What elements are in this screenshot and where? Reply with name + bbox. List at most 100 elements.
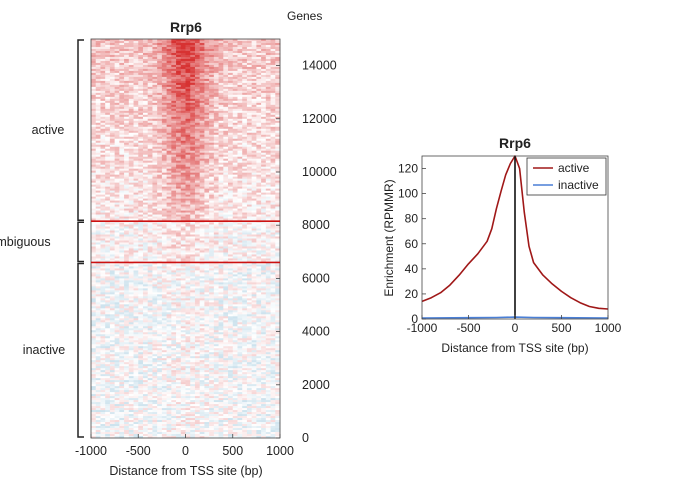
heatmap-cell bbox=[265, 216, 271, 219]
heatmap-cell bbox=[242, 258, 248, 261]
heatmap-cell bbox=[242, 278, 248, 281]
heatmap-cell bbox=[157, 272, 163, 275]
heatmap-cell bbox=[199, 120, 205, 124]
heatmap-cell bbox=[209, 62, 215, 66]
heatmap-cell bbox=[265, 244, 271, 247]
heatmap-cell bbox=[166, 278, 172, 281]
heatmap-cell bbox=[124, 56, 130, 60]
heatmap-cell bbox=[237, 164, 243, 167]
heatmap-cell bbox=[91, 88, 97, 92]
heatmap-cell bbox=[190, 122, 196, 126]
heatmap-cell bbox=[105, 246, 111, 249]
heatmap-cell bbox=[157, 200, 163, 203]
heatmap-cell bbox=[237, 218, 243, 221]
heatmap-cell bbox=[114, 132, 120, 136]
heatmap-cell bbox=[157, 134, 163, 138]
heatmap-cell bbox=[204, 154, 210, 157]
heatmap-cell bbox=[228, 44, 234, 48]
heatmap-cell bbox=[209, 144, 215, 148]
heatmap-cell bbox=[138, 92, 144, 96]
heatmap-cell bbox=[124, 88, 130, 92]
heatmap-cell bbox=[209, 224, 215, 227]
heatmap-cell bbox=[171, 42, 177, 46]
heatmap-cell bbox=[246, 168, 252, 171]
heatmap-cell bbox=[124, 176, 130, 179]
heatmap-cell bbox=[228, 60, 234, 64]
heatmap-cell bbox=[128, 130, 134, 134]
heatmap-cell bbox=[157, 96, 163, 100]
heatmap-cell bbox=[270, 228, 276, 231]
heatmap-cell bbox=[213, 92, 219, 96]
heatmap-cell bbox=[275, 76, 281, 80]
heatmap-cell bbox=[119, 44, 125, 48]
heatmap-cell bbox=[246, 176, 252, 179]
heatmap-cell bbox=[204, 112, 210, 116]
heatmap-cell bbox=[190, 48, 196, 52]
heatmap-cell bbox=[91, 70, 97, 74]
heatmap-cell bbox=[138, 202, 144, 205]
heatmap-cell bbox=[194, 232, 200, 235]
heatmap-cell bbox=[109, 80, 115, 84]
heatmap-cell bbox=[194, 262, 200, 265]
heatmap-cell bbox=[190, 248, 196, 251]
heatmap-cell bbox=[138, 114, 144, 118]
heatmap-cell bbox=[190, 238, 196, 241]
heatmap-cell bbox=[119, 260, 125, 263]
heatmap-cell bbox=[171, 210, 177, 213]
heatmap-cell bbox=[209, 46, 215, 50]
heatmap-cell bbox=[265, 206, 271, 209]
heatmap-cell bbox=[185, 66, 191, 70]
heatmap-cell bbox=[138, 158, 144, 161]
heatmap-cell bbox=[232, 134, 238, 138]
heatmap-cell bbox=[180, 108, 186, 112]
heatmap-cell bbox=[91, 124, 97, 128]
heatmap-cell bbox=[142, 152, 148, 156]
heatmap-cell bbox=[251, 264, 257, 267]
heatmap-cell bbox=[228, 50, 234, 54]
heatmap-cell bbox=[199, 172, 205, 175]
heatmap-cell bbox=[185, 168, 191, 171]
heatmap-cell bbox=[109, 164, 115, 167]
heatmap-cell bbox=[100, 258, 106, 261]
heatmap-cell bbox=[275, 146, 281, 150]
heatmap-cell bbox=[242, 240, 248, 243]
heatmap-cell bbox=[270, 216, 276, 219]
heatmap-cell bbox=[213, 180, 219, 183]
heatmap-cell bbox=[199, 204, 205, 207]
heatmap-cell bbox=[190, 214, 196, 217]
heatmap-cell bbox=[100, 90, 106, 94]
heatmap-cell bbox=[180, 72, 186, 76]
heatmap-cell bbox=[109, 100, 115, 104]
heatmap-cell bbox=[157, 198, 163, 201]
heatmap-cell bbox=[176, 248, 182, 251]
heatmap-cell bbox=[256, 204, 262, 207]
heatmap-cell bbox=[176, 74, 182, 78]
heatmap-cell bbox=[180, 156, 186, 159]
heatmap-cell bbox=[190, 46, 196, 50]
heatmap-cell bbox=[171, 174, 177, 177]
heatmap-cell bbox=[261, 52, 267, 56]
heatmap-cell bbox=[147, 222, 153, 225]
heatmap-cell bbox=[114, 246, 120, 249]
heatmap-cell bbox=[157, 54, 163, 58]
heatmap-cell bbox=[128, 122, 134, 126]
heatmap-cell bbox=[275, 108, 281, 112]
heatmap-cell bbox=[223, 86, 229, 90]
heatmap-cell bbox=[213, 254, 219, 257]
heatmap-cell bbox=[119, 162, 125, 165]
heatmap-cell bbox=[91, 92, 97, 96]
heatmap-cell bbox=[209, 196, 215, 199]
heatmap-cell bbox=[256, 262, 262, 265]
heatmap-cell bbox=[237, 88, 243, 92]
heatmap-cell bbox=[270, 42, 276, 46]
heatmap-cell bbox=[270, 168, 276, 171]
heatmap-cell bbox=[194, 122, 200, 126]
heatmap-cell bbox=[242, 266, 248, 269]
heatmap-cell bbox=[270, 186, 276, 189]
heatmap-cell bbox=[157, 218, 163, 221]
heatmap-cell bbox=[199, 180, 205, 183]
heatmap-cell bbox=[171, 276, 177, 279]
heatmap-cell bbox=[157, 138, 163, 142]
heatmap-cell bbox=[194, 208, 200, 211]
heatmap-cell bbox=[119, 196, 125, 199]
